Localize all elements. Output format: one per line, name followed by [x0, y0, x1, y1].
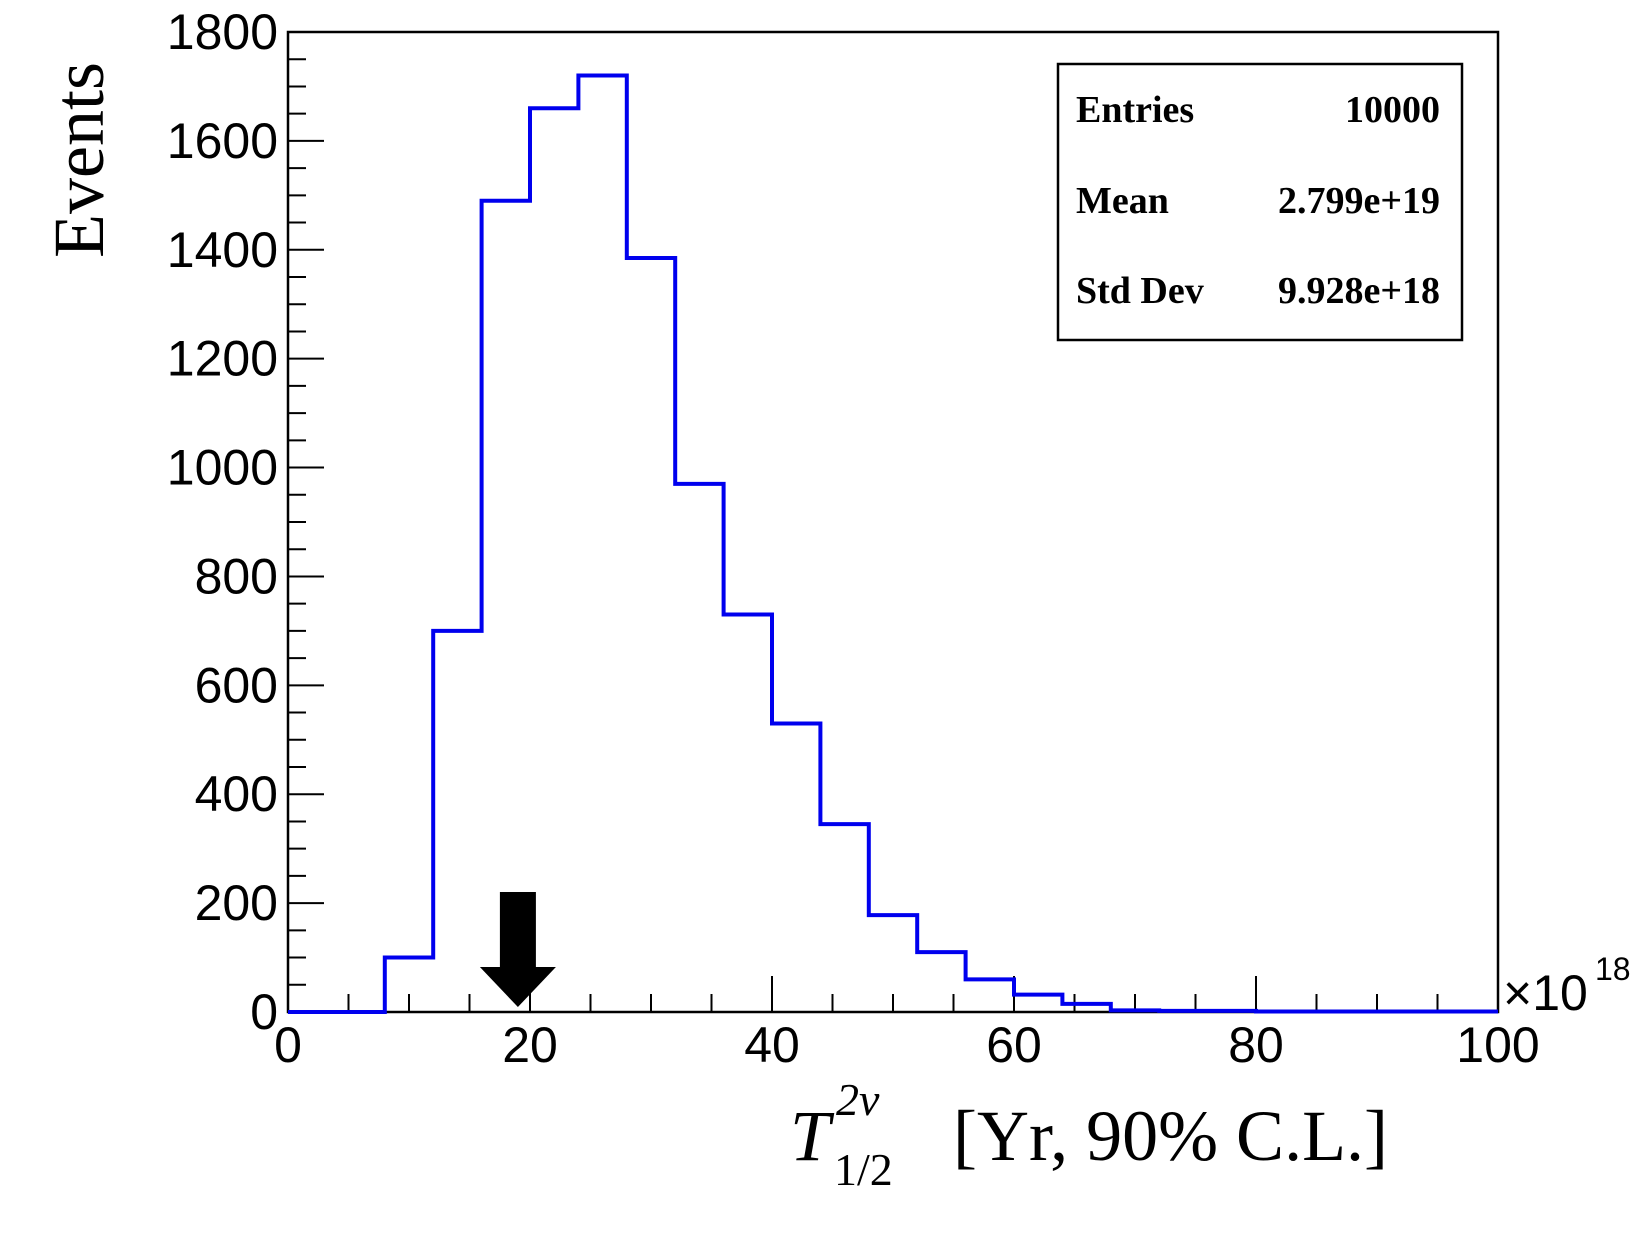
stats-mean-value: 2.799e+19 — [1278, 180, 1440, 222]
tick-labels: 0 20 40 60 80 1000200400600800100012001400160… — [167, 4, 1540, 1073]
stats-entries-label: Entries — [1076, 89, 1194, 131]
stats-stddev-label: Std Dev — [1076, 270, 1204, 312]
histogram-bin — [482, 201, 530, 1012]
stats-stddev-value: 9.928e+18 — [1278, 270, 1440, 312]
histogram-bin — [772, 723, 820, 1012]
y-tick-label: 200 — [195, 875, 278, 931]
histogram-bin — [675, 484, 723, 1012]
y-tick-label: 1200 — [167, 331, 278, 387]
histogram-bin — [966, 979, 1014, 1012]
histogram-bin — [917, 952, 965, 1012]
histogram-bin — [578, 76, 626, 1012]
y-tick-label: 400 — [195, 766, 278, 822]
x-axis-multiplier: ×10 — [1503, 965, 1588, 1021]
histogram-bin — [724, 615, 772, 1012]
histogram-bin — [1014, 995, 1062, 1012]
x-tick-label: 20 — [502, 1017, 558, 1073]
x-tick-label: 0 — [274, 1017, 302, 1073]
x-axis-label-units: [Yr, 90% C.L.] — [935, 1096, 1388, 1176]
y-tick-label: 1600 — [167, 113, 278, 169]
y-tick-label: 1000 — [167, 440, 278, 496]
stats-mean-label: Mean — [1076, 180, 1169, 222]
y-tick-label: 1400 — [167, 222, 278, 278]
histogram-outline — [288, 73, 1498, 1014]
x-tick-label: 60 — [986, 1017, 1042, 1073]
marker-arrow — [479, 892, 556, 1007]
stats-entries-value: 10000 — [1345, 89, 1440, 131]
arrow-shaft — [499, 892, 536, 967]
x-tick-label: 80 — [1228, 1017, 1284, 1073]
x-tick-label: 100 — [1456, 1017, 1539, 1073]
y-tick-label: 800 — [195, 548, 278, 604]
histogram-bin — [820, 824, 868, 1012]
y-tick-label: 0 — [250, 984, 278, 1040]
x-axis-multiplier-exponent: 18 — [1595, 951, 1631, 987]
y-tick-label: 600 — [195, 657, 278, 713]
x-axis-label-subscript: 1/2 — [834, 1144, 893, 1195]
stats-box-frame — [1056, 62, 1464, 342]
y-tick-label: 1800 — [167, 4, 278, 60]
x-axis-label-superscript: 2ν — [836, 1074, 880, 1125]
y-axis-label: Events — [39, 62, 119, 258]
arrow-head — [479, 967, 556, 1007]
x-tick-label: 40 — [744, 1017, 800, 1073]
x-axis-label: T 2ν 1/2 [Yr, 90% C.L.] — [790, 1074, 1388, 1195]
stats-box: Entries 10000 Mean 2.799e+19 Std Dev 9.9… — [1056, 62, 1464, 342]
x-axis-label-symbol: T — [790, 1096, 835, 1176]
histogram-bin — [530, 108, 578, 1012]
histogram-bin — [627, 258, 675, 1012]
histogram-bin — [433, 631, 481, 1012]
